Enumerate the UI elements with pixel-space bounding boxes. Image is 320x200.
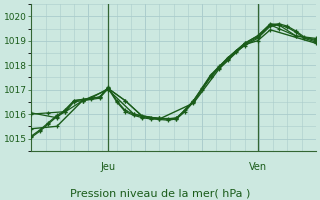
Text: Jeu: Jeu bbox=[100, 162, 116, 172]
Text: Pression niveau de la mer( hPa ): Pression niveau de la mer( hPa ) bbox=[70, 188, 250, 198]
Text: Ven: Ven bbox=[248, 162, 267, 172]
